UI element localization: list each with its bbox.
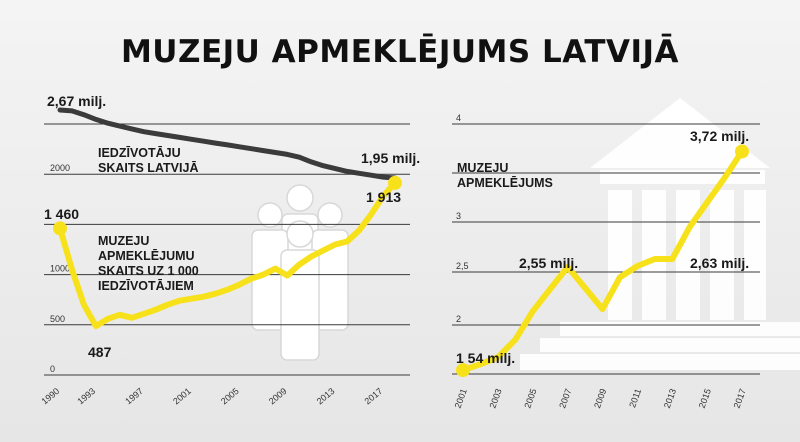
visits-endpoint (456, 363, 470, 378)
people-group-icon (251, 184, 349, 361)
annotation-per-capita-min: 487 (88, 344, 112, 360)
chart1-x-ticks: 1990 1993 1997 2001 2005 2009 2013 2017 (40, 386, 385, 407)
chart1-annotations: 2,67 milj. 1,95 milj. 1 460 487 1 913 (44, 93, 420, 360)
annotation-population-end: 1,95 milj. (361, 150, 420, 166)
chart-museum-visits: 22,534 2001 2003 2005 2007 2009 2011 2013 2015 2… (452, 113, 760, 410)
chart2-y-tick-label: 2 (456, 314, 461, 324)
chart2-x-tick-label: 2005 (522, 387, 538, 409)
chart2-y-ticks: 2 2,5 3 4 (456, 113, 469, 324)
per-capita-label-line2: APMEKLĒJUMU (98, 249, 195, 263)
visits-label-line1: MUZEJU (457, 161, 508, 175)
chart2-x-tick-label: 2009 (592, 387, 608, 409)
chart2-y-tick-label: 3 (456, 211, 461, 221)
annotation-per-capita-end: 1 913 (366, 189, 401, 205)
chart2-x-tick-label: 2015 (697, 387, 713, 409)
chart1-x-tick-label: 1997 (123, 386, 145, 407)
chart1-y-tick-label: 0 (50, 364, 55, 374)
chart2-x-ticks: 2001 2003 2005 2007 2009 2011 2013 2015 2017 (453, 387, 748, 409)
annotation-visits-start: 1 54 milj. (456, 350, 515, 366)
visits-endpoint (735, 144, 749, 159)
chart2-x-tick-label: 2017 (732, 387, 748, 409)
chart2-gridlines (452, 123, 760, 375)
chart1-x-tick-label: 2017 (363, 386, 385, 407)
chart1-x-tick-label: 2009 (267, 386, 289, 407)
per-capita-endpoint (53, 221, 67, 236)
population-series-line (57, 107, 398, 181)
chart1-x-tick-label: 2001 (171, 386, 193, 407)
chart1-lines (53, 107, 402, 330)
per-capita-label-line3: SKAITS UZ 1 000 (98, 264, 199, 278)
per-capita-endpoint (388, 175, 402, 190)
chart2-x-tick-label: 2001 (453, 387, 469, 409)
chart1-y-ticks: 0 500 1000 2000 (50, 163, 70, 374)
annotation-visits-2013: 2,63 milj. (690, 255, 749, 271)
chart2-y-tick-label: 2,5 (456, 261, 469, 271)
chart2-x-tick-label: 2003 (488, 387, 504, 409)
museum-building-icon (520, 98, 800, 370)
main-title: MUZEJU APMEKLĒJUMS LATVIJĀ (120, 34, 680, 70)
chart1-x-tick-label: 2013 (315, 386, 337, 407)
visits-label-line2: APMEKLĒJUMS (457, 176, 553, 190)
chart1-x-tick-label: 1990 (40, 386, 62, 407)
chart1-x-tick-label: 1993 (75, 386, 97, 407)
annotation-visits-2007: 2,55 milj. (519, 255, 578, 271)
visits-series-line (460, 148, 745, 374)
chart1-y-tick-label: 500 (50, 314, 65, 324)
chart2-lines (456, 144, 749, 378)
per-capita-label-line1: MUZEJU (98, 234, 149, 248)
chart2-annotations: 1 54 milj. 2,55 milj. 2,63 milj. 3,72 milj. (456, 128, 749, 366)
chart-population-and-per-capita: 0 500 1000 2000 1990 1993 1997 2001 2005 2009 201… (40, 93, 421, 406)
population-label-line1: IEDZĪVOTĀJU (98, 146, 181, 160)
population-label-line2: SKAITS LATVIJĀ (98, 161, 198, 175)
per-capita-label-line4: IEDZĪVOTĀJIEM (98, 279, 194, 293)
chart2-x-tick-label: 2007 (557, 387, 573, 409)
per-capita-series-line (57, 179, 398, 330)
chart1-y-tick-label: 1000 (50, 264, 70, 274)
chart2-x-tick-label: 2013 (662, 387, 678, 409)
annotation-population-start: 2,67 milj. (47, 93, 106, 109)
annotation-per-capita-start: 1 460 (44, 206, 79, 222)
annotation-visits-end: 3,72 milj. (690, 128, 749, 144)
chart2-x-tick-label: 2011 (627, 387, 643, 409)
chart2-y-tick-label: 4 (456, 113, 461, 123)
chart1-x-tick-label: 2005 (219, 386, 241, 407)
chart1-y-tick-label: 2000 (50, 163, 70, 173)
